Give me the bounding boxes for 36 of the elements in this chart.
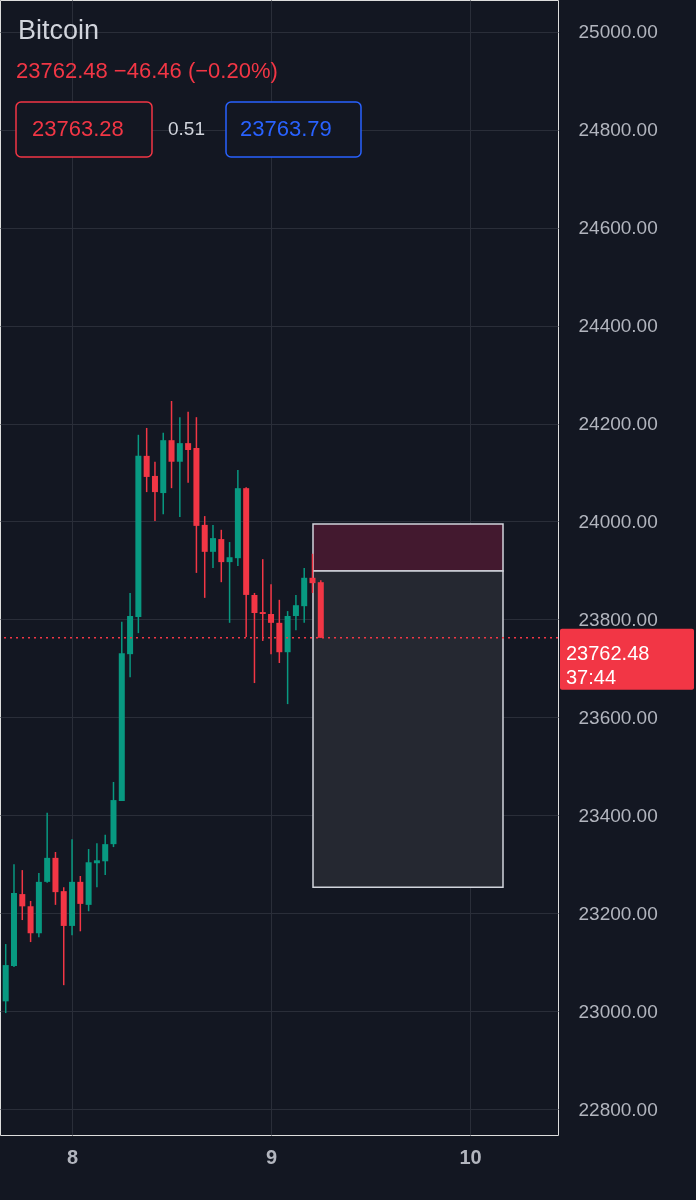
y-tick-label: 22800.00 — [578, 1098, 658, 1120]
y-tick-label: 24600.00 — [578, 217, 658, 239]
candlestick — [168, 400, 175, 489]
annotation: 23762.48 −46.46 (−0.20%) — [16, 58, 278, 83]
candlestick — [292, 594, 299, 631]
candlestick — [77, 875, 84, 933]
candlestick — [176, 416, 183, 518]
y-tick-label: 23400.00 — [578, 804, 658, 826]
text: Bitcoin — [18, 15, 100, 45]
candlestick — [44, 812, 51, 884]
candlestick — [209, 524, 216, 569]
candlestick — [93, 842, 100, 888]
y-tick-label: 23200.00 — [578, 902, 658, 924]
candlestick — [185, 411, 192, 484]
candlestick — [226, 541, 233, 624]
ref-line-label: 23762.48 37:44 — [566, 641, 650, 688]
y-tick-label: 24000.00 — [578, 510, 658, 532]
annotation: 0.51 — [168, 118, 205, 139]
annotation: 23763.79 — [240, 116, 332, 141]
candlestick — [309, 553, 316, 594]
y-tick-label: 24400.00 — [578, 315, 658, 337]
candlestick — [102, 834, 109, 876]
y-tick-label: 23800.00 — [578, 608, 658, 630]
y-tick-label: 24800.00 — [578, 119, 658, 141]
candlestick — [218, 529, 225, 583]
y-tick-label: 24200.00 — [578, 413, 658, 435]
y-tick-label: 25000.00 — [578, 21, 658, 43]
y-tick-label: 23000.00 — [578, 1000, 658, 1022]
x-tick-label: 8 — [66, 1145, 79, 1168]
candlestick — [143, 427, 150, 493]
annotation: 23763.28 — [32, 116, 124, 141]
x-tick-label: 10 — [459, 1145, 482, 1168]
candlestick — [19, 869, 26, 921]
candlestick — [151, 460, 158, 522]
x-tick-label: 9 — [265, 1145, 278, 1168]
y-tick-label: 23600.00 — [578, 706, 658, 728]
